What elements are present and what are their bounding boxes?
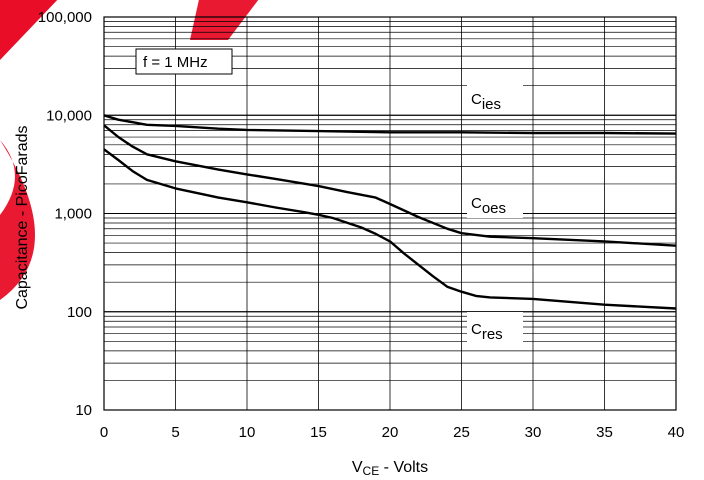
series-label-bg bbox=[467, 82, 523, 114]
annotation-box bbox=[135, 48, 233, 75]
x-tick-label: 35 bbox=[596, 424, 613, 441]
series-line-coes bbox=[103, 124, 677, 247]
x-tick-labels: 0 5 10 15 20 25 30 35 40 bbox=[100, 424, 685, 441]
grid-lines bbox=[103, 16, 677, 411]
series-label-main: C bbox=[471, 91, 482, 108]
y-tick-label: 10,000 bbox=[46, 107, 92, 124]
x-tick-label: 5 bbox=[171, 424, 179, 441]
series-label-bg bbox=[467, 312, 523, 344]
x-tick-label: 20 bbox=[382, 424, 399, 441]
y-tick-label: 10 bbox=[75, 402, 92, 419]
y-tick-label: 100 bbox=[67, 304, 92, 321]
series-line-cres bbox=[103, 148, 677, 310]
x-tick-label: 30 bbox=[525, 424, 542, 441]
series-label-res: Cres bbox=[471, 321, 503, 343]
series-label-sub: res bbox=[482, 326, 503, 343]
x-tick-label: 40 bbox=[668, 424, 685, 441]
plot-frame bbox=[103, 16, 677, 411]
x-axis-title-main: V bbox=[352, 459, 363, 476]
watermark-top-shape bbox=[0, 0, 58, 60]
y-axis-title: Capacitance - PicoFarads bbox=[14, 125, 31, 309]
x-tick-label: 25 bbox=[453, 424, 470, 441]
data-series bbox=[103, 114, 677, 310]
frequency-annotation: f = 1 MHz bbox=[135, 48, 233, 75]
x-tick-label: 0 bbox=[100, 424, 108, 441]
x-axis-title-sub: CE bbox=[363, 464, 380, 478]
y-tick-labels: 10 100 1,000 10,000 100,000 bbox=[38, 9, 92, 419]
series-label-ies: Cies bbox=[471, 91, 501, 113]
watermark-mid-shape bbox=[190, 0, 259, 40]
x-axis-title: VCE - Volts bbox=[352, 459, 428, 478]
series-label-sub: ies bbox=[482, 96, 501, 113]
annotation-text: f = 1 MHz bbox=[143, 54, 208, 71]
y-tick-label: 100,000 bbox=[38, 9, 92, 26]
series-label-oes: Coes bbox=[471, 195, 506, 217]
watermark-graphic bbox=[0, 0, 259, 300]
watermark-left-shape bbox=[0, 140, 35, 300]
y-tick-label: 1,000 bbox=[54, 206, 92, 223]
series-label-bg bbox=[467, 186, 523, 218]
x-tick-label: 10 bbox=[239, 424, 256, 441]
x-tick-label: 15 bbox=[310, 424, 327, 441]
series-line-cies bbox=[103, 114, 677, 135]
series-label-main: C bbox=[471, 321, 482, 338]
x-axis-title-rest: - Volts bbox=[379, 459, 428, 476]
series-label-sub: oes bbox=[482, 200, 506, 217]
series-label-main: C bbox=[471, 195, 482, 212]
